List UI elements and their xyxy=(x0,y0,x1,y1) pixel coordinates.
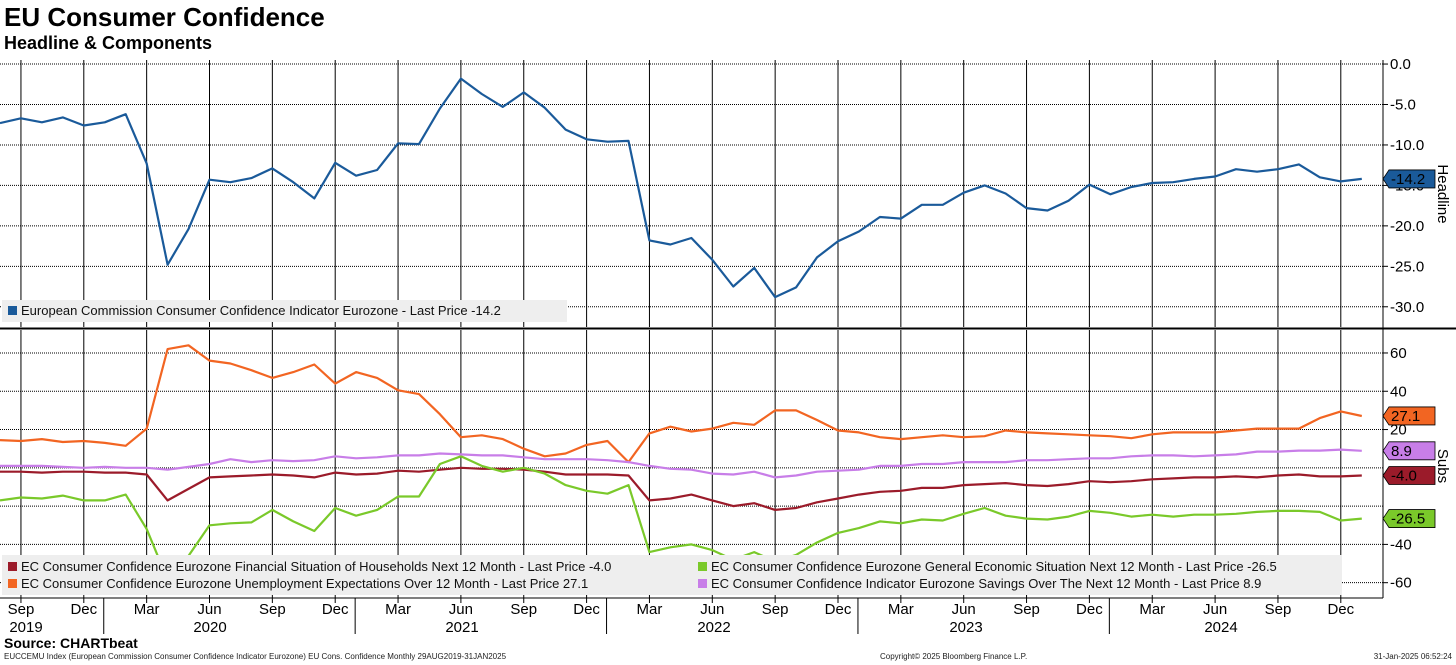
chart-title: EU Consumer Confidence xyxy=(4,2,325,32)
x-month-label: Jun xyxy=(197,601,221,618)
x-month-label: Jun xyxy=(700,601,724,618)
legend-swatch xyxy=(8,562,17,571)
last-price-tag: -26.5 xyxy=(1382,509,1436,528)
top-panel-grid xyxy=(0,60,1383,327)
top-axis-title: Headline xyxy=(1434,164,1451,223)
x-month-label: Dec xyxy=(322,601,349,618)
x-month-label: Mar xyxy=(1139,601,1165,618)
last-price-tag: 27.1 xyxy=(1382,406,1436,426)
x-year-label: 2019 xyxy=(9,619,42,636)
last-price-tag-text: 27.1 xyxy=(1391,408,1420,425)
series-lines xyxy=(0,77,1363,581)
y-tick-label: 20 xyxy=(1390,422,1407,439)
legends: European Commission Consumer Confidence … xyxy=(2,300,1342,595)
last-price-tag-bg xyxy=(1382,441,1436,461)
y-tick-label: 60 xyxy=(1390,345,1407,362)
x-year-label: 2021 xyxy=(445,619,478,636)
y-tick-label: -25.0 xyxy=(1390,258,1424,275)
x-month-label: Dec xyxy=(573,601,600,618)
legend-entry: EC Consumer Confidence Eurozone General … xyxy=(711,559,1277,574)
legend-box xyxy=(2,555,1342,595)
x-month-label: Sep xyxy=(259,601,286,618)
x-month-label: Mar xyxy=(134,601,160,618)
series-line-european-commission-consumer-confidence- xyxy=(0,77,1362,299)
series-line-ec-consumer-confidence-eurozone-general- xyxy=(0,455,1362,581)
footer-right: 31-Jan-2025 06:52:24 xyxy=(1373,652,1452,661)
last-price-tag: -14.2 xyxy=(1382,169,1436,189)
x-month-label: Mar xyxy=(888,601,914,618)
x-year-label: 2022 xyxy=(697,619,730,636)
last-price-tag-bg xyxy=(1382,466,1436,485)
x-month-label: Dec xyxy=(1327,601,1354,618)
y-tick-label: 40 xyxy=(1390,383,1407,400)
legend-swatch xyxy=(698,562,707,571)
x-month-label: Jun xyxy=(952,601,976,618)
x-month-label: Sep xyxy=(1013,601,1040,618)
legend-box xyxy=(2,300,567,322)
last-price-tag-text: -26.5 xyxy=(1391,511,1425,528)
x-month-label: Mar xyxy=(637,601,663,618)
y-tick-label: -10.0 xyxy=(1390,137,1424,154)
x-year-label: 2020 xyxy=(193,619,226,636)
bottom-axis-title: Subs xyxy=(1434,449,1451,483)
last-price-tag-text: -14.2 xyxy=(1391,171,1425,188)
x-year-label: 2024 xyxy=(1204,619,1237,636)
x-month-label: Sep xyxy=(762,601,789,618)
y-tick-label: -40 xyxy=(1390,536,1412,553)
x-month-label: Sep xyxy=(1265,601,1292,618)
series-line-ec-consumer-confidence-eurozone-unemploy xyxy=(0,344,1363,464)
x-axis: Sep Dec Mar Jun Sep Dec Mar Jun Sep Dec Mar Jun Sep D… xyxy=(8,598,1355,636)
series-line-ec-consumer-confidence-indicator-eurozon xyxy=(0,448,1362,479)
panel-frames xyxy=(0,60,1456,599)
legend-entry: European Commission Consumer Confidence … xyxy=(21,303,501,318)
x-month-label: Sep xyxy=(510,601,537,618)
legend-entry: EC Consumer Confidence Eurozone Unemploy… xyxy=(21,576,588,591)
y-tick-label: -5.0 xyxy=(1390,97,1416,114)
series-line-ec-consumer-confidence-eurozone-financia xyxy=(0,466,1362,511)
last-price-labels: -14.2 -4.0 -26.5 27.1 8.9 xyxy=(1382,169,1436,528)
last-price-tag-text: -4.0 xyxy=(1391,467,1417,484)
last-price-tag-bg xyxy=(1382,406,1436,426)
legend-entry: EC Consumer Confidence Indicator Eurozon… xyxy=(711,576,1261,591)
footer-center: Copyright© 2025 Bloomberg Finance L.P. xyxy=(880,652,1028,661)
legend-swatch xyxy=(8,579,17,588)
last-price-tag: 8.9 xyxy=(1382,441,1436,461)
legend-entry: EC Consumer Confidence Eurozone Financia… xyxy=(21,559,611,574)
x-month-label: Jun xyxy=(449,601,473,618)
x-month-label: Mar xyxy=(385,601,411,618)
last-price-tag-text: 8.9 xyxy=(1391,443,1412,460)
footer-left: EUCCEMU Index (European Commission Consu… xyxy=(4,652,507,661)
y-tick-label: -60 xyxy=(1390,575,1412,592)
x-month-label: Sep xyxy=(8,601,35,618)
last-price-tag-bg xyxy=(1382,169,1436,189)
source-note: Source: CHARTbeat xyxy=(4,635,138,651)
last-price-tag-bg xyxy=(1382,509,1436,528)
legend-swatch xyxy=(698,579,707,588)
x-month-label: Jun xyxy=(1203,601,1227,618)
last-price-tag: -4.0 xyxy=(1382,466,1436,485)
chart-subtitle: Headline & Components xyxy=(4,33,213,53)
x-month-label: Dec xyxy=(825,601,852,618)
x-year-label: 2023 xyxy=(949,619,982,636)
y-tick-label: 0.0 xyxy=(1390,56,1411,73)
x-month-label: Dec xyxy=(1076,601,1103,618)
y-tick-label: -30.0 xyxy=(1390,299,1424,316)
legend-swatch xyxy=(8,306,17,315)
y-tick-label: -20.0 xyxy=(1390,218,1424,235)
x-month-label: Dec xyxy=(70,601,97,618)
